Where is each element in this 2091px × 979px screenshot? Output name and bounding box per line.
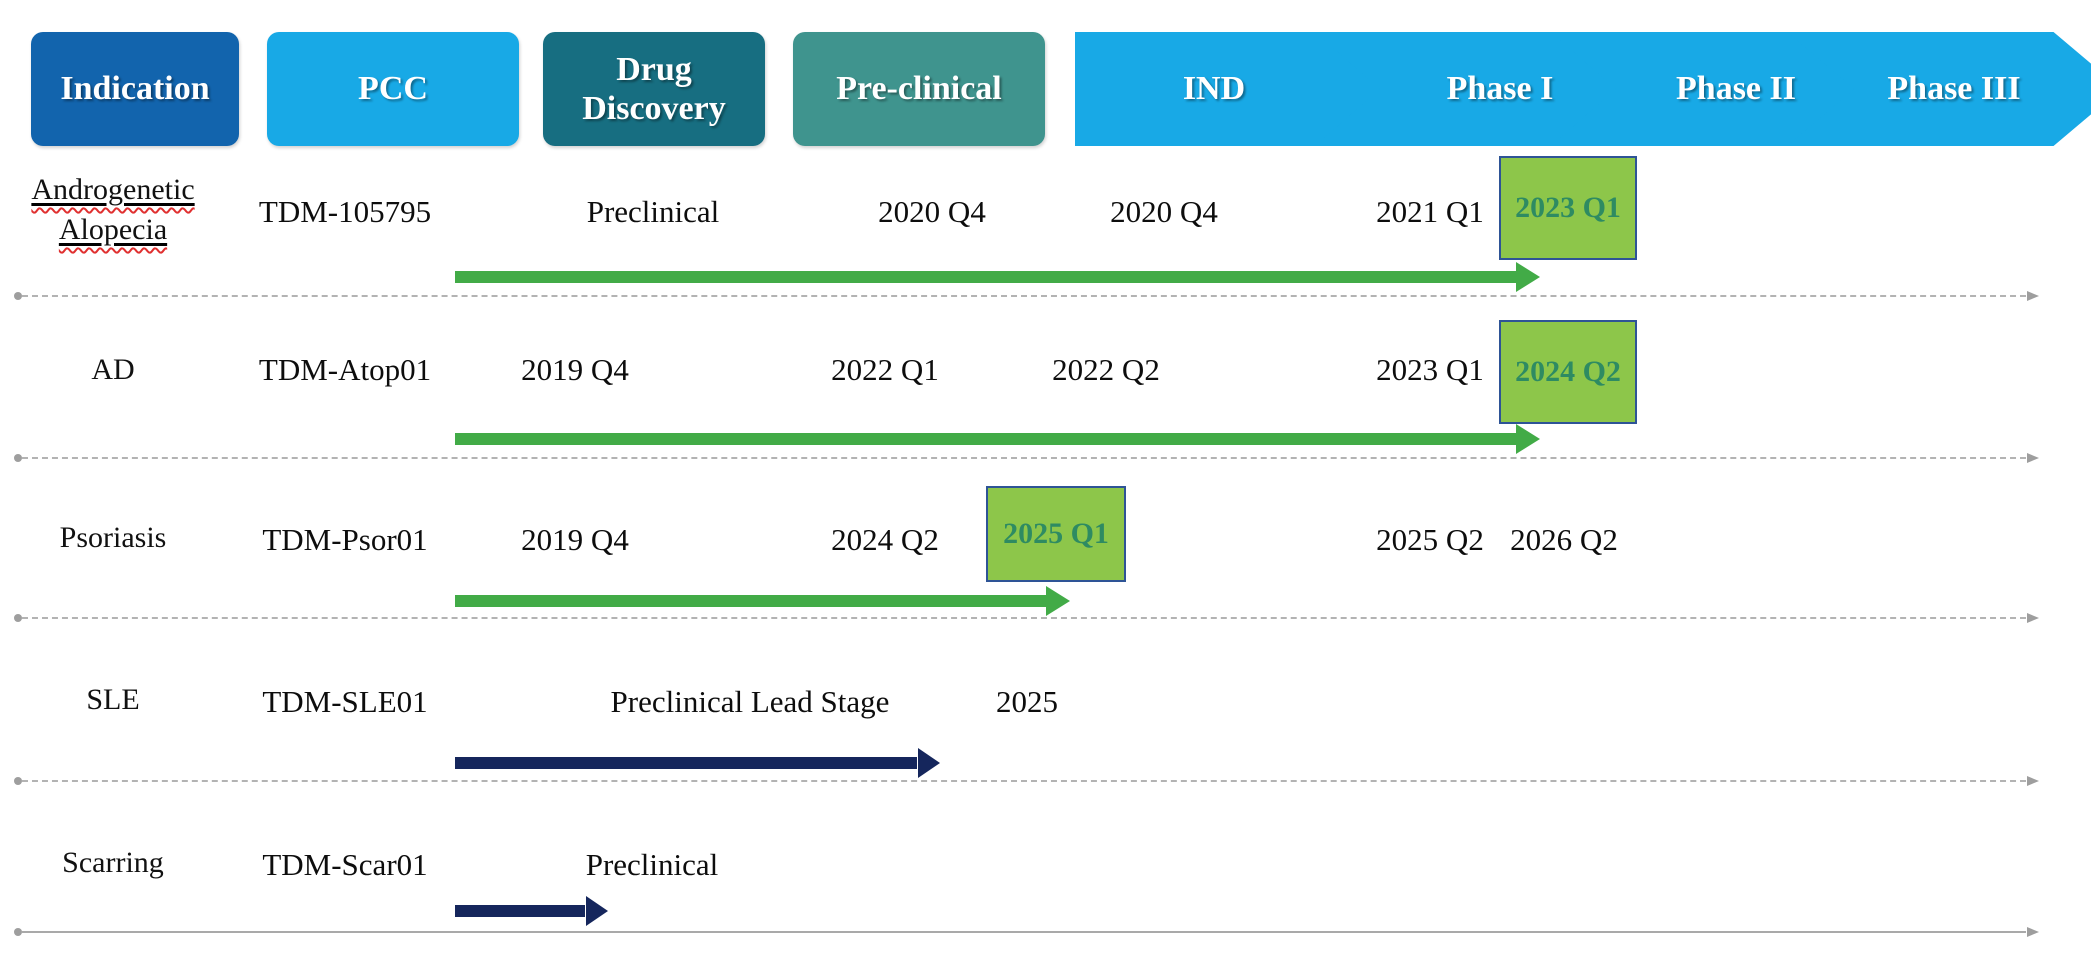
timeline-arrow [455, 424, 1540, 454]
arrow-head [918, 748, 940, 778]
indication-label: Psoriasis [59, 521, 167, 554]
phase1-date: 2023 Q1 [1376, 352, 1484, 387]
timeline-arrow [455, 896, 608, 926]
milestone-box: 2025 Q1 [986, 486, 1126, 582]
ind-date: 2020 Q4 [1110, 194, 1218, 229]
ind-date: 2022 Q2 [1052, 352, 1160, 387]
row-separator [14, 613, 2039, 623]
row-separator [14, 453, 2039, 463]
stage-text: Preclinical Lead Stage [610, 684, 890, 719]
header-box-drug-discovery: Drug Discovery [543, 32, 765, 146]
arrow-head [586, 896, 608, 926]
arrow-head [1516, 262, 1540, 292]
phase1-date: 2025 Q2 [1376, 522, 1484, 557]
arrow-head [1046, 586, 1070, 616]
stage-text: Preclinical [586, 194, 720, 229]
underline-wrap: Androgenetic Alopecia [31, 173, 194, 246]
row-separator [14, 776, 2039, 786]
arrow-shaft [455, 595, 1047, 607]
chevron-phase-3: Phase III [1787, 32, 2091, 146]
header-box-indication: Indication [31, 32, 239, 146]
timeline-arrow [455, 262, 1540, 292]
arrow-shaft [455, 905, 585, 917]
arrow-shaft [455, 433, 1517, 445]
ind-date: 2025 [996, 684, 1058, 719]
pcc-code: TDM-SLE01 [262, 684, 428, 719]
pcc-code: TDM-Psor01 [262, 522, 428, 557]
indication-label: Scarring [62, 846, 164, 879]
preclinical-date: 2024 Q2 [831, 522, 939, 557]
stage-text: Preclinical [585, 847, 719, 882]
phase2-date: 2026 Q2 [1510, 522, 1618, 557]
indication-label: SLE [86, 683, 140, 716]
timeline-arrow [455, 748, 940, 778]
indication-label: Androgenetic Alopecia [0, 170, 226, 250]
bottom-separator [14, 927, 2039, 937]
milestone-box: 2023 Q1 [1499, 156, 1637, 260]
pcc-code: TDM-Scar01 [262, 847, 428, 882]
pcc-code: TDM-Atop01 [258, 352, 432, 387]
preclinical-date: 2022 Q1 [831, 352, 939, 387]
phase1-date: 2021 Q1 [1376, 194, 1484, 229]
arrow-shaft [455, 757, 917, 769]
discovery-date: 2019 Q4 [521, 352, 629, 387]
header-box-pcc: PCC [267, 32, 519, 146]
arrow-head [1516, 424, 1540, 454]
pcc-code: TDM-105795 [258, 194, 432, 229]
preclinical-date: 2020 Q4 [878, 194, 986, 229]
indication-text: Androgenetic Alopecia [31, 173, 195, 246]
row-separator [14, 291, 2039, 301]
indication-label: AD [91, 353, 135, 386]
arrow-shaft [455, 271, 1517, 283]
timeline-arrow [455, 586, 1070, 616]
discovery-date: 2019 Q4 [521, 522, 629, 557]
milestone-box: 2024 Q2 [1499, 320, 1637, 424]
header-box-preclinical: Pre-clinical [793, 32, 1045, 146]
